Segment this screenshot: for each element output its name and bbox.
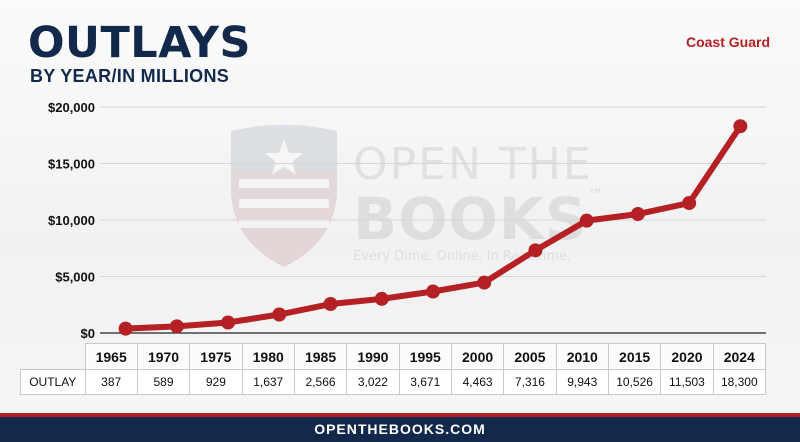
year-header-row: 1965 1970 1975 1980 1985 1990 1995 2000 2005 2010… xyxy=(21,343,767,370)
year-header-2005: 2005 xyxy=(503,343,557,370)
data-point-1970 xyxy=(169,319,184,334)
footer-accent-stripe xyxy=(0,413,800,417)
chart-title: OUTLAYS xyxy=(28,18,251,68)
outlay-value-row: OUTLAY 387 589 929 1,637 2,566 3,022 3,671 4,46… xyxy=(20,369,767,395)
gridlines xyxy=(100,106,766,334)
data-point-1975 xyxy=(221,315,236,330)
data-point-2024 xyxy=(733,119,748,134)
data-point-1990 xyxy=(374,291,389,306)
y-tick-label: $20,000 xyxy=(48,100,95,115)
outlay-value-1980: 1,637 xyxy=(241,369,295,395)
y-axis-tick-labels: $0 $5,000 $10,000 $15,000 $20,000 xyxy=(48,100,95,341)
outlay-table: 1965 1970 1975 1980 1985 1990 1995 2000 2005 2010… xyxy=(20,343,767,395)
year-header-1990: 1990 xyxy=(346,343,400,370)
year-header-1975: 1975 xyxy=(189,343,243,370)
data-point-2015 xyxy=(630,207,645,222)
outlay-value-2000: 4,463 xyxy=(450,369,505,395)
year-header-2000: 2000 xyxy=(450,343,505,370)
y-tick-label: $5,000 xyxy=(55,270,95,285)
year-header-1980: 1980 xyxy=(241,343,295,370)
outlay-value-1995: 3,671 xyxy=(398,369,452,395)
outlay-value-2010: 9,943 xyxy=(555,369,609,395)
year-header-2010: 2010 xyxy=(555,343,609,370)
agency-label: Coast Guard xyxy=(685,34,770,50)
outlay-value-1965: 387 xyxy=(84,369,138,395)
outlay-value-1970: 589 xyxy=(136,369,191,395)
data-point-1985 xyxy=(323,297,338,312)
outlay-row-label: OUTLAY xyxy=(20,369,86,395)
outlay-value-1975: 929 xyxy=(189,369,243,395)
footer-bar: OPENTHEBOOKS.COM xyxy=(0,417,800,442)
year-header-1970: 1970 xyxy=(136,343,191,370)
data-point-1965 xyxy=(118,321,133,336)
outlay-value-2005: 7,316 xyxy=(503,369,557,395)
data-point-2020 xyxy=(682,196,697,211)
year-header-2015: 2015 xyxy=(607,343,662,370)
data-points xyxy=(118,119,748,336)
data-point-1980 xyxy=(272,307,287,322)
data-point-2000 xyxy=(477,275,492,290)
outlay-value-2015: 10,526 xyxy=(607,369,662,395)
y-tick-label: $0 xyxy=(81,326,95,341)
outlay-value-2024: 18,300 xyxy=(712,369,767,395)
outlay-value-1985: 2,566 xyxy=(293,369,348,395)
y-tick-label: $15,000 xyxy=(48,157,95,172)
year-header-1965: 1965 xyxy=(84,343,138,370)
year-header-2020: 2020 xyxy=(660,343,714,370)
table-corner-cell xyxy=(21,344,86,370)
outlay-value-2020: 11,503 xyxy=(660,369,714,395)
footer-website: OPENTHEBOOKS.COM xyxy=(314,421,486,437)
year-header-1985: 1985 xyxy=(293,343,348,370)
data-point-1995 xyxy=(426,284,440,299)
year-header-1995: 1995 xyxy=(398,343,452,370)
y-tick-label: $10,000 xyxy=(48,213,95,228)
chart-subtitle: BY YEAR/IN MILLIONS xyxy=(30,66,230,86)
data-point-2005 xyxy=(528,243,543,258)
outlay-value-1990: 3,022 xyxy=(346,369,400,395)
year-header-2024: 2024 xyxy=(712,343,767,370)
data-point-2010 xyxy=(579,213,594,228)
